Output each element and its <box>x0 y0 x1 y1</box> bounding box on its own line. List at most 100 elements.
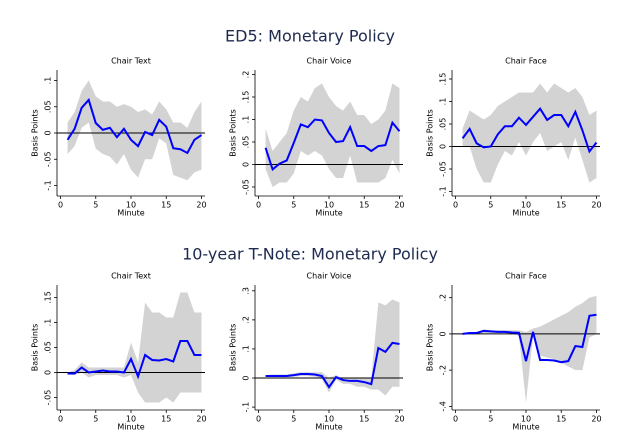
y-tick-label: -.2 <box>439 365 448 376</box>
y-tick-label: .05 <box>44 341 53 354</box>
figure-title: ED5: Monetary Policy <box>225 27 395 46</box>
x-tick-label: 5 <box>93 415 98 424</box>
x-tick-label: 5 <box>291 201 296 210</box>
y-tick-label: .05 <box>242 136 251 149</box>
y-tick-label: .05 <box>44 100 53 113</box>
panel-title: Chair Text <box>111 57 151 66</box>
y-tick-label: .15 <box>439 73 448 86</box>
estimate-line <box>265 341 400 389</box>
y-tick-label: 0 <box>44 130 53 135</box>
x-tick-label: 15 <box>359 415 369 424</box>
figure-title: 10-year T-Note: Monetary Policy <box>182 245 438 264</box>
panel: Chair Text 0 5 10 15 20 -.05 0 .05 .1 .15 Minute Bas… <box>31 272 207 432</box>
confidence-band <box>265 299 400 396</box>
y-tick-label: .05 <box>439 118 448 131</box>
x-tick-label: 5 <box>93 201 98 210</box>
y-tick-label: .1 <box>242 116 251 124</box>
confidence-band <box>462 83 597 183</box>
x-tick-label: 0 <box>256 201 261 210</box>
y-axis-label: Basis Points <box>426 324 435 372</box>
y-tick-label: 0 <box>44 370 53 375</box>
y-tick-label: .2 <box>242 71 251 79</box>
y-tick-label: 0 <box>242 375 251 380</box>
x-tick-label: 15 <box>161 201 171 210</box>
x-axis-label: Minute <box>117 423 144 432</box>
y-tick-label: .15 <box>44 291 53 304</box>
x-tick-label: 15 <box>359 201 369 210</box>
x-tick-label: 10 <box>324 201 334 210</box>
y-tick-label: -.05 <box>44 151 53 167</box>
y-axis-label: Basis Points <box>31 109 40 157</box>
x-tick-label: 20 <box>591 415 601 424</box>
y-tick-label: 0 <box>242 162 251 167</box>
panel-title: Chair Face <box>505 57 547 66</box>
y-tick-label: .2 <box>242 316 251 324</box>
y-tick-label: .2 <box>439 294 448 302</box>
y-axis-label: Basis Points <box>229 324 238 372</box>
x-tick-label: 0 <box>58 201 63 210</box>
x-tick-label: 20 <box>394 415 404 424</box>
panel: Chair Face 0 5 10 15 20 -.1 -.05 0 .05 .1 .15 Minute… <box>426 57 602 218</box>
y-tick-label: -.05 <box>44 390 53 406</box>
panel-title: Chair Voice <box>307 57 352 66</box>
y-axis-label: Basis Points <box>31 324 40 372</box>
panel-title: Chair Face <box>505 272 547 281</box>
x-axis-label: Minute <box>117 209 144 218</box>
y-tick-label: -.1 <box>242 402 251 413</box>
y-tick-label: .3 <box>242 287 251 295</box>
estimate-line <box>264 118 401 172</box>
x-tick-label: 0 <box>256 415 261 424</box>
x-tick-label: 10 <box>521 201 531 210</box>
y-axis-label: Basis Points <box>229 109 238 157</box>
x-tick-label: 0 <box>58 415 63 424</box>
x-tick-label: 5 <box>488 415 493 424</box>
x-tick-label: 10 <box>126 201 136 210</box>
x-tick-label: 15 <box>556 415 566 424</box>
y-tick-label: 0 <box>439 144 448 149</box>
x-tick-label: 20 <box>196 201 206 210</box>
confidence-band <box>265 83 400 187</box>
x-tick-label: 0 <box>453 201 458 210</box>
x-tick-label: 10 <box>521 415 531 424</box>
y-tick-label: -.4 <box>439 401 448 412</box>
panel: Chair Voice 0 5 10 15 20 -.05 0 .05 .1 .15 .2 Minute… <box>229 57 405 218</box>
panel: Chair Voice 0 5 10 15 20 -.1 0 .1 .2 .3 Minute Basis… <box>229 272 405 432</box>
y-tick-label: .1 <box>44 319 53 327</box>
y-tick-label: -.05 <box>439 161 448 177</box>
estimate-line <box>67 340 202 380</box>
x-axis-label: Minute <box>512 423 539 432</box>
panel: Chair Text 0 5 10 15 20 -.1 -.05 0 .05 .1 Minute Bas… <box>31 57 207 218</box>
estimate-line <box>462 313 597 364</box>
y-tick-label: 0 <box>439 331 448 336</box>
estimate-line <box>461 107 598 154</box>
y-tick-label: -.1 <box>44 180 53 191</box>
panel-title: Chair Voice <box>307 272 352 281</box>
confidence-band <box>67 80 202 181</box>
x-axis-label: Minute <box>512 209 539 218</box>
y-tick-label: .15 <box>242 91 251 104</box>
x-tick-label: 20 <box>196 415 206 424</box>
y-tick-label: -.1 <box>439 186 448 197</box>
x-tick-label: 10 <box>126 415 136 424</box>
y-axis-label: Basis Points <box>426 109 435 157</box>
panel-title: Chair Text <box>111 272 151 281</box>
x-tick-label: 5 <box>488 201 493 210</box>
x-axis-label: Minute <box>315 209 342 218</box>
y-tick-label: .1 <box>439 98 448 106</box>
x-tick-label: 15 <box>161 415 171 424</box>
x-tick-label: 20 <box>394 201 404 210</box>
x-tick-label: 20 <box>591 201 601 210</box>
y-tick-label: .1 <box>44 77 53 85</box>
x-tick-label: 0 <box>453 415 458 424</box>
x-tick-label: 5 <box>291 415 296 424</box>
x-axis-label: Minute <box>315 423 342 432</box>
x-tick-label: 10 <box>324 415 334 424</box>
estimate-line <box>66 97 203 155</box>
confidence-band <box>67 292 202 403</box>
panel: Chair Face 0 5 10 15 20 -.4 -.2 0 .2 Minute Basis P… <box>426 272 602 432</box>
y-tick-label: -.05 <box>242 179 251 195</box>
y-tick-label: .1 <box>242 345 251 353</box>
x-tick-label: 15 <box>556 201 566 210</box>
